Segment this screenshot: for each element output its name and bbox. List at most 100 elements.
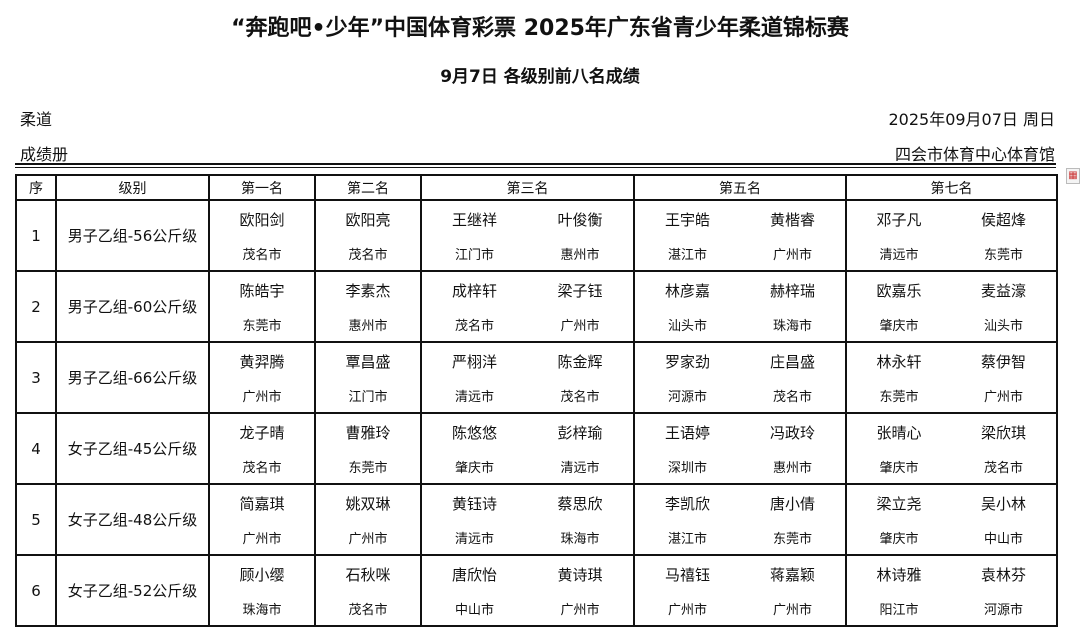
athlete-name: 成梓轩 <box>451 281 497 300</box>
athlete-name: 叶俊衡 <box>557 210 603 229</box>
header-category: 级别 <box>55 174 210 201</box>
result-cell: 黄羿腾 广州市 <box>208 341 316 414</box>
result-cell: 严栩洋 清远市 <box>420 341 527 414</box>
athlete-name: 罗家劲 <box>664 352 710 371</box>
athlete-name: 严栩洋 <box>451 352 497 371</box>
row-number: 1 <box>15 199 57 272</box>
header-first: 第一名 <box>208 174 316 201</box>
result-cell: 顾小缨 珠海市 <box>208 554 316 627</box>
athlete-name: 马禧钰 <box>664 565 710 584</box>
athlete-name: 唐欣怡 <box>451 565 497 584</box>
table-row: 5 女子乙组-48公斤级 简嘉琪 广州市 姚双琳 广州市 黄钰诗 清远市 蔡思欣 珠海市 李凯欣 湛江… <box>15 483 1058 556</box>
result-cell: 梁欣琪 茂名市 <box>951 412 1058 485</box>
result-cell: 成梓轩 茂名市 <box>420 270 527 343</box>
athlete-name: 李素杰 <box>345 281 391 300</box>
athlete-name: 陈金辉 <box>557 352 603 371</box>
athlete-city: 茂名市 <box>242 460 282 476</box>
result-cell: 袁林芬 河源市 <box>951 554 1058 627</box>
athlete-city: 惠州市 <box>772 460 812 476</box>
result-cell: 曹雅玲 东莞市 <box>314 412 422 485</box>
table-row: 4 女子乙组-45公斤级 龙子晴 茂名市 曹雅玲 东莞市 陈悠悠 肇庆市 彭梓瑜 清远市 王语婷 深圳… <box>15 412 1058 485</box>
row-number: 3 <box>15 341 57 414</box>
athlete-city: 广州市 <box>242 531 282 547</box>
result-cell: 叶俊衡 惠州市 <box>527 199 635 272</box>
athlete-name: 陈皓宇 <box>239 281 285 300</box>
sport-label: 柔道 <box>20 110 53 129</box>
athlete-city: 阳江市 <box>879 602 919 618</box>
athlete-city: 东莞市 <box>983 247 1023 263</box>
result-cell: 蔡思欣 珠海市 <box>527 483 635 556</box>
athlete-name: 蒋嘉颖 <box>769 565 815 584</box>
result-cell: 王宇皓 湛江市 <box>633 199 740 272</box>
athlete-city: 清远市 <box>560 460 600 476</box>
athlete-name: 姚双琳 <box>345 494 391 513</box>
athlete-city: 清远市 <box>454 531 494 547</box>
header-fifth: 第五名 <box>633 174 847 201</box>
athlete-name: 蔡思欣 <box>557 494 603 513</box>
table-header-row: 序 级别 第一名 第二名 第三名 第五名 第七名 <box>15 174 1058 201</box>
athlete-city: 广州市 <box>983 389 1023 405</box>
athlete-city: 广州市 <box>348 531 388 547</box>
weight-category: 女子乙组-48公斤级 <box>55 483 210 556</box>
athlete-name: 林诗雅 <box>876 565 922 584</box>
athlete-name: 梁子钰 <box>557 281 603 300</box>
header-third: 第三名 <box>420 174 635 201</box>
athlete-city: 广州市 <box>772 247 812 263</box>
header-second: 第二名 <box>314 174 422 201</box>
row-number: 4 <box>15 412 57 485</box>
athlete-name: 梁欣琪 <box>980 423 1026 442</box>
athlete-city: 广州市 <box>560 318 600 334</box>
weight-category: 男子乙组-60公斤级 <box>55 270 210 343</box>
result-cell: 欧嘉乐 肇庆市 <box>845 270 951 343</box>
athlete-name: 覃昌盛 <box>345 352 391 371</box>
athlete-name: 蔡伊智 <box>980 352 1026 371</box>
athlete-city: 东莞市 <box>348 460 388 476</box>
result-cell: 欧阳亮 茂名市 <box>314 199 422 272</box>
header-seventh: 第七名 <box>845 174 1058 201</box>
athlete-city: 茂名市 <box>348 247 388 263</box>
athlete-name: 王语婷 <box>664 423 710 442</box>
athlete-city: 清远市 <box>454 389 494 405</box>
result-cell: 石秋咪 茂名市 <box>314 554 422 627</box>
athlete-name: 黄钰诗 <box>451 494 497 513</box>
athlete-name: 冯政玲 <box>769 423 815 442</box>
athlete-city: 广州市 <box>772 602 812 618</box>
athlete-city: 广州市 <box>560 602 600 618</box>
athlete-city: 茂名市 <box>772 389 812 405</box>
athlete-city: 中山市 <box>983 531 1023 547</box>
athlete-name: 林永轩 <box>876 352 922 371</box>
result-cell: 陈皓宇 东莞市 <box>208 270 316 343</box>
athlete-name: 简嘉琪 <box>239 494 285 513</box>
result-cell: 邓子凡 清远市 <box>845 199 951 272</box>
athlete-city: 广州市 <box>242 389 282 405</box>
result-cell: 黄楷睿 广州市 <box>740 199 847 272</box>
result-cell: 林永轩 东莞市 <box>845 341 951 414</box>
athlete-city: 珠海市 <box>560 531 600 547</box>
athlete-city: 惠州市 <box>348 318 388 334</box>
athlete-name: 张晴心 <box>876 423 922 442</box>
athlete-name: 邓子凡 <box>876 210 922 229</box>
result-cell: 侯超烽 东莞市 <box>951 199 1058 272</box>
athlete-name: 彭梓瑜 <box>557 423 603 442</box>
athlete-name: 王宇皓 <box>664 210 710 229</box>
venue-label: 四会市体育中心体育馆 <box>894 145 1055 164</box>
results-table: 序 级别 第一名 第二名 第三名 第五名 第七名 1 男子乙组-56公斤级 欧阳剑茂… <box>15 174 1058 627</box>
athlete-city: 肇庆市 <box>879 460 919 476</box>
athlete-city: 珠海市 <box>772 318 812 334</box>
row-number: 5 <box>15 483 57 556</box>
result-cell: 唐小倩 东莞市 <box>740 483 847 556</box>
result-cell: 罗家劲 河源市 <box>633 341 740 414</box>
result-cell: 黄钰诗 清远市 <box>420 483 527 556</box>
athlete-city: 茂名市 <box>454 318 494 334</box>
result-cell: 林彦嘉 汕头市 <box>633 270 740 343</box>
athlete-city: 湛江市 <box>667 531 707 547</box>
athlete-city: 茂名市 <box>242 247 282 263</box>
calculator-icon[interactable]: ▦ <box>1066 168 1080 184</box>
document-title: “奔跑吧•少年”中国体育彩票 2025年广东省青少年柔道锦标赛 <box>231 16 849 41</box>
table-row: 6 女子乙组-52公斤级 顾小缨 珠海市 石秋咪 茂名市 唐欣怡 中山市 黄诗琪 广州市 马禧钰 广州… <box>15 554 1058 627</box>
result-cell: 梁子钰 广州市 <box>527 270 635 343</box>
result-cell: 龙子晴 茂名市 <box>208 412 316 485</box>
athlete-city: 茂名市 <box>983 460 1023 476</box>
athlete-city: 汕头市 <box>667 318 707 334</box>
row-number: 6 <box>15 554 57 627</box>
